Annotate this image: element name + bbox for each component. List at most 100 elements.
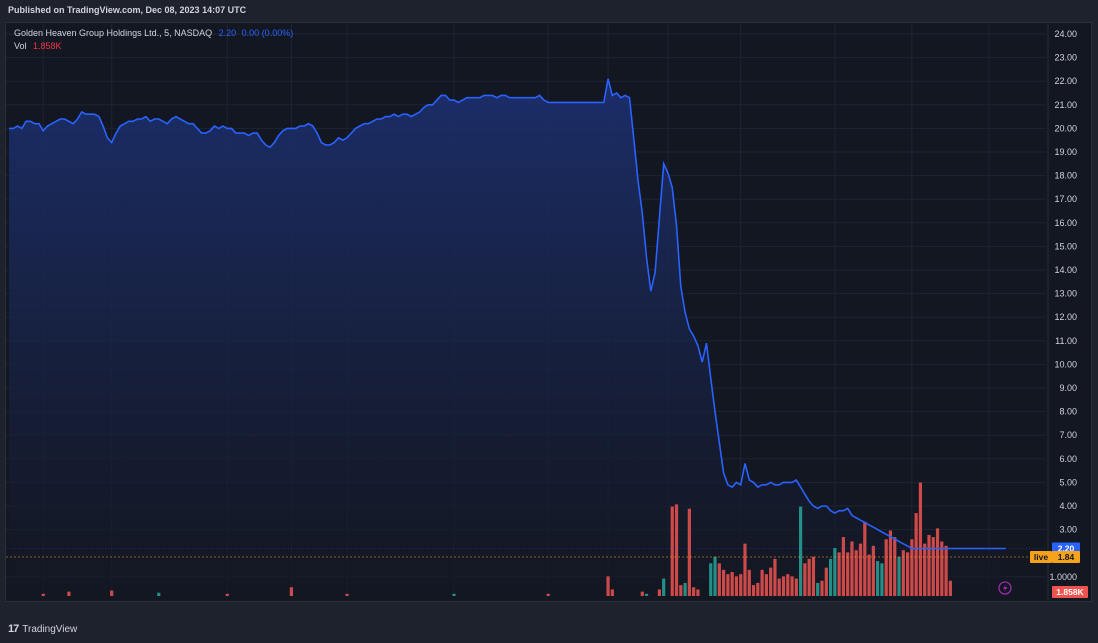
volume-bar (764, 574, 768, 596)
volume-bar (747, 569, 751, 596)
volume-bar (452, 593, 456, 596)
volume-bar (345, 593, 349, 596)
tradingview-logo-text: TradingView (22, 623, 78, 635)
volume-bar (696, 589, 700, 596)
volume-bar (640, 591, 644, 596)
volume-bar (846, 552, 850, 596)
volume-bar (863, 521, 867, 596)
volume-bar (837, 552, 841, 596)
volume-bar (644, 593, 649, 596)
volume-bar (876, 561, 880, 596)
volume-bar (884, 539, 888, 596)
volume-bar (803, 563, 807, 596)
volume-bar (713, 556, 717, 596)
y-axis-tick-label: 23.00 (1054, 53, 1077, 63)
price-chart[interactable]: 24.00 23.00 22.00 21.00 20.00 19.00 18.00 17.00… (6, 23, 1091, 601)
volume-bar (777, 578, 781, 596)
y-axis-tick-label: 5.00 (1059, 477, 1077, 487)
y-axis-tick-label: 10.00 (1054, 359, 1077, 369)
volume-value: 1.858K (33, 41, 62, 51)
y-axis-tick-label: 11.00 (1055, 336, 1077, 346)
volume-bar (679, 585, 683, 596)
volume-bar (786, 574, 790, 596)
volume-bar (897, 556, 901, 596)
volume-bar (901, 550, 905, 596)
y-axis-tick-label: 17.00 (1054, 194, 1077, 204)
y-axis-tick-label: 15.00 (1054, 241, 1077, 251)
volume-bar (790, 576, 794, 596)
y-axis-tick-label: 14.00 (1054, 265, 1077, 275)
footer-bar: 17 TradingView (0, 618, 1098, 643)
volume-label: Vol (14, 41, 27, 51)
volume-bar (858, 543, 863, 596)
volume-bar (756, 582, 760, 596)
y-axis-tick-label: 1.0000 (1049, 572, 1077, 582)
volume-bar (692, 587, 696, 596)
volume-bar (854, 550, 858, 596)
last-price-badge-text: 2.20 (1058, 543, 1075, 553)
volume-bar (730, 572, 734, 596)
y-axis-tick-label: 9.00 (1059, 383, 1077, 393)
volume-bar (948, 580, 952, 596)
volume-bar (828, 558, 833, 596)
volume-bar (905, 552, 910, 596)
price-area (9, 78, 1006, 596)
chart-panel[interactable]: 24.00 23.00 22.00 21.00 20.00 19.00 18.00 17.00… (5, 22, 1092, 602)
volume-bar (940, 541, 944, 596)
volume-bar (717, 563, 721, 596)
y-axis-tick-label: 16.00 (1054, 218, 1077, 228)
published-text: Published on TradingView.com, Dec 08, 20… (8, 5, 247, 15)
volume-bar (751, 585, 756, 596)
volume-bar (888, 530, 893, 596)
volume-bar (914, 513, 918, 596)
volume-bar (871, 545, 875, 596)
volume-bar (674, 504, 679, 596)
legend-volume-row: Vol 1.858K (14, 40, 293, 53)
volume-bar (225, 593, 229, 596)
volume-bar (944, 545, 948, 596)
volume-badge-text: 1.858K (1056, 587, 1084, 597)
lightning-icon[interactable] (998, 581, 1012, 595)
volume-bar (931, 537, 935, 596)
volume-bar (709, 563, 713, 596)
live-label-badge (1030, 550, 1052, 563)
tradingview-logo[interactable]: 17 TradingView (8, 623, 77, 635)
y-axis-tick-label: 21.00 (1054, 100, 1077, 110)
volume-bar (606, 576, 610, 596)
volume-bar (824, 567, 828, 596)
live-label-badge-text: live (1034, 552, 1048, 562)
volume-bar (739, 574, 743, 596)
y-axis-tick-label: 19.00 (1054, 147, 1077, 157)
price-change: 0.00 (0.00%) (241, 28, 294, 38)
y-axis-tick-label: 6.00 (1059, 454, 1077, 464)
volume-bar (833, 548, 837, 596)
volume-bar (110, 590, 114, 596)
volume-bar (850, 541, 854, 596)
volume-bar (799, 506, 803, 596)
volume-bar (657, 589, 662, 596)
y-axis-tick-label: 18.00 (1054, 171, 1077, 181)
last-price: 2.20 (218, 28, 237, 38)
price-line (9, 78, 1006, 550)
volume-bar (760, 569, 764, 596)
volume-bar (41, 593, 45, 596)
volume-bar (927, 534, 931, 596)
volume-bar (157, 592, 161, 596)
volume-bar (794, 578, 798, 596)
chart-legend: Golden Heaven Group Holdings Ltd., 5, NA… (14, 27, 293, 53)
y-axis-tick-label: 20.00 (1054, 123, 1077, 133)
volume-bar (807, 558, 811, 596)
legend-symbol-row: Golden Heaven Group Holdings Ltd., 5, NA… (14, 27, 293, 40)
volume-bar (546, 593, 550, 596)
volume-bar (923, 543, 927, 596)
volume-bar (683, 582, 687, 596)
volume-bar (67, 591, 71, 596)
y-axis-tick-label: 8.00 (1059, 407, 1077, 417)
lightning-bolt-icon (1003, 584, 1008, 593)
volume-badge (1052, 586, 1088, 598)
y-axis-tick-label: 13.00 (1054, 289, 1077, 299)
y-axis-tick-label: 7.00 (1059, 430, 1077, 440)
volume-bar (893, 537, 897, 596)
volume-bar (820, 580, 824, 596)
volume-bar (289, 587, 294, 596)
